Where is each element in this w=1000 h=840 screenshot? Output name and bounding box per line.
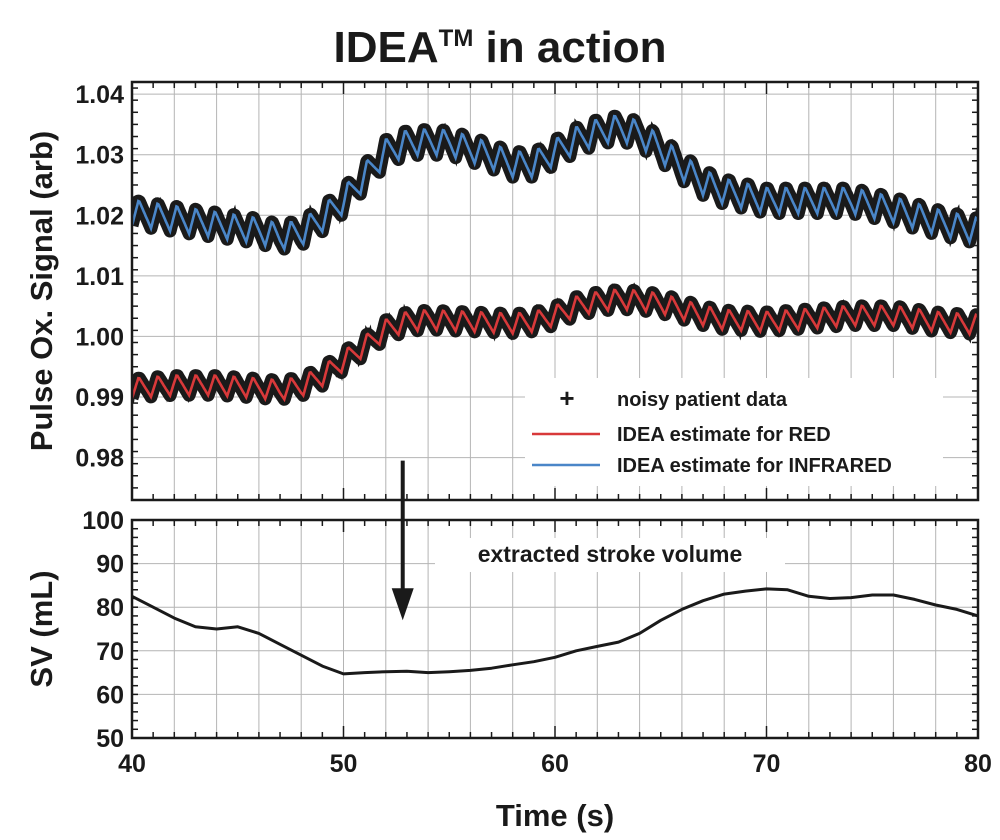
y-axis-label: SV (mL) — [24, 570, 59, 687]
red-estimate-line — [132, 288, 978, 403]
y-tick-label: 80 — [96, 594, 124, 622]
y-tick-label: 90 — [96, 551, 124, 579]
y-tick-label: 1.00 — [75, 323, 124, 351]
infrared-estimate-line — [132, 114, 978, 253]
y-tick-label: 1.03 — [75, 142, 124, 170]
y-tick-label: 1.01 — [75, 263, 124, 291]
chart-title-main: IDEA — [334, 23, 439, 72]
y-tick-label: 100 — [82, 507, 124, 535]
bottom-frame — [130, 518, 980, 740]
y-tick-label: 1.02 — [75, 202, 124, 230]
x-tick-label: 80 — [964, 750, 992, 778]
signal-group — [132, 109, 978, 406]
x-axis-label: Time (s) — [496, 798, 614, 833]
stroke-volume-line — [131, 587, 979, 676]
x-tick-label: 40 — [118, 750, 146, 778]
legend-box — [525, 378, 943, 486]
chart-title-suffix: in action — [473, 23, 666, 72]
chart-title: IDEATM in action — [334, 23, 667, 72]
y-tick-label: 60 — [96, 681, 124, 709]
y-tick-label: 0.99 — [75, 384, 124, 412]
legend-label-red: IDEA estimate for RED — [617, 424, 831, 446]
x-tick-label: 60 — [541, 750, 569, 778]
y-tick-label: 0.98 — [75, 445, 124, 473]
arrow-head — [391, 588, 414, 621]
top-frame — [130, 80, 980, 502]
y-tick-label: 50 — [96, 725, 124, 753]
y-tick-label: 70 — [96, 638, 124, 666]
legend-label-noisy: noisy patient data — [617, 389, 788, 411]
x-tick-label: 50 — [330, 750, 358, 778]
legend-marker-noisy: + — [559, 383, 574, 413]
x-tick-label: 70 — [753, 750, 781, 778]
extraction-arrow — [391, 460, 414, 621]
chart-title-superscript: TM — [439, 25, 474, 52]
legend-label-infrared: IDEA estimate for INFRARED — [617, 455, 892, 477]
annotation-box — [435, 538, 785, 572]
y-tick-label: 1.04 — [75, 81, 124, 109]
y-axis-label: Pulse Ox. Signal (arb) — [24, 131, 59, 451]
annotation-text: extracted stroke volume — [478, 541, 743, 567]
legend: + noisy patient data IDEA estimate for R… — [525, 378, 943, 486]
stroke-volume-annotation: extracted stroke volume — [435, 538, 785, 572]
